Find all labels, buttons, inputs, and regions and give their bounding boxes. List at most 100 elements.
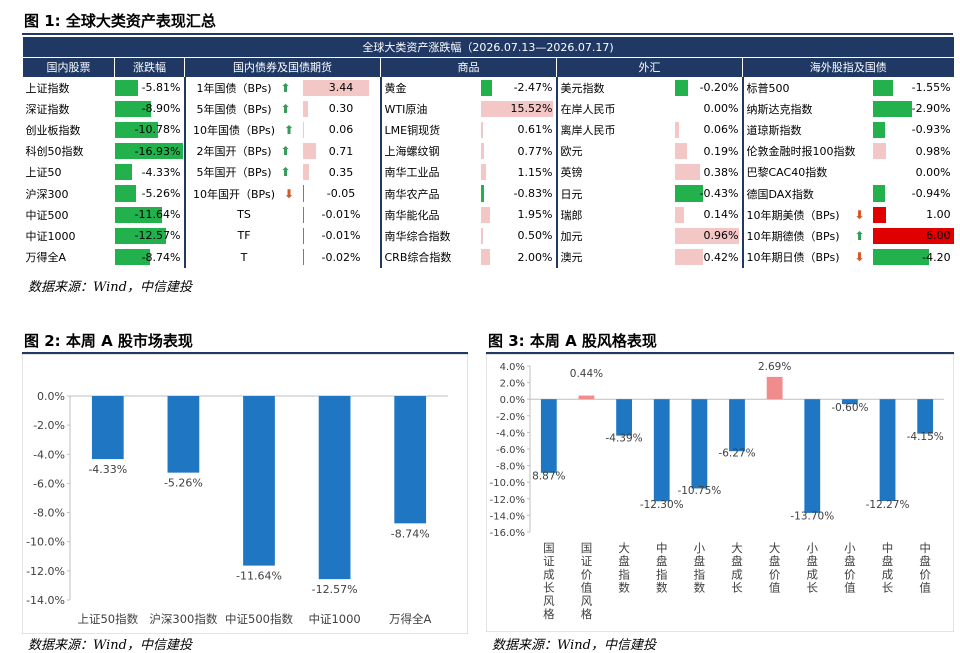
arrow-up-icon: ⬆ <box>283 123 295 137</box>
value-text: 0.30 <box>329 102 354 115</box>
fig1-source: 数据来源：Wind，中信建投 <box>28 276 192 295</box>
arrow-up-icon: ⬆ <box>280 102 292 116</box>
label-text: 道琼斯指数 <box>747 124 802 137</box>
arrow-down-icon: ⬇ <box>283 187 295 201</box>
y-tick-label: 0.0% <box>37 390 65 403</box>
bar <box>616 399 632 435</box>
label-text: 欧元 <box>561 145 583 158</box>
bar-value-label: -12.30% <box>640 499 684 511</box>
label-cell: 美元指数 <box>557 77 675 98</box>
label-text: 南华能化品 <box>385 209 440 222</box>
value-bar <box>303 101 309 117</box>
label-cell: 1年国债（BPs) ⬆ <box>185 77 303 98</box>
value-text: -2.47% <box>514 81 553 94</box>
label-cell: 黄金 <box>381 77 481 98</box>
header-1: 涨跌幅 <box>115 57 185 77</box>
arrow-down-icon: ⬇ <box>854 208 866 222</box>
label-text: 10年国债（BPs) <box>193 124 275 137</box>
value-text: -8.90% <box>142 102 181 115</box>
value-bar <box>675 143 688 159</box>
label-text: 德国DAX指数 <box>747 188 814 201</box>
value-text: -0.43% <box>700 187 739 200</box>
value-bar <box>873 80 894 96</box>
label-text: 5年国开（BPs) <box>196 166 271 179</box>
value-bar <box>675 122 679 138</box>
label-text: 万得全A <box>26 251 67 264</box>
label-cell: 英镑 <box>557 162 675 183</box>
bar <box>541 399 557 473</box>
bar-value-label: -4.33% <box>88 463 127 476</box>
value-bar <box>675 164 700 180</box>
label-cell: TS <box>185 204 303 225</box>
label-text: 创业板指数 <box>26 124 81 137</box>
label-cell: 创业板指数 <box>23 119 115 140</box>
label-text: 南华综合指数 <box>385 230 451 243</box>
label-text: 10年期美债（BPs) <box>747 209 840 222</box>
label-text: 上证50 <box>26 166 62 179</box>
label-cell: 澳元 <box>557 247 675 268</box>
label-cell: 10年国债（BPs) ⬆ <box>185 119 303 140</box>
y-tick-label: -12.0% <box>26 565 65 578</box>
bar-value-label: -13.70% <box>790 511 834 523</box>
value-text: 15.52% <box>511 102 553 115</box>
label-cell: 标普500 <box>743 77 873 98</box>
label-cell: 沪深300 <box>23 183 115 204</box>
x-category-label: 小盘指数 <box>694 541 706 595</box>
label-cell: 10年国开（BPs)⬇ <box>185 183 303 204</box>
y-tick-label: 2.0% <box>500 379 525 390</box>
value-bar <box>675 80 688 96</box>
y-tick-label: -6.0% <box>33 477 65 490</box>
arrow-up-icon: ⬆ <box>280 81 292 95</box>
y-tick-label: -8.0% <box>496 462 525 473</box>
bar-value-label: -5.26% <box>164 477 203 490</box>
value-text: 0.14% <box>704 208 739 221</box>
header-3: 商品 <box>381 57 557 77</box>
label-text: 南华农产品 <box>385 188 440 201</box>
value-text: -4.20 <box>922 251 950 264</box>
label-cell: 上证指数 <box>23 77 115 98</box>
label-text: 加元 <box>561 230 583 243</box>
label-text: 5年国债（BPs) <box>196 103 271 116</box>
fig1-title: 图 1: 全球大类资产表现汇总 <box>24 10 216 31</box>
value-text: -0.93% <box>912 123 951 136</box>
value-text: -4.33% <box>142 166 181 179</box>
label-text: 日元 <box>561 188 583 201</box>
label-cell: 南华农产品 <box>381 183 481 204</box>
value-bar <box>873 249 930 265</box>
label-cell: 德国DAX指数 <box>743 183 873 204</box>
arrow-down-icon: ⬇ <box>854 250 866 264</box>
header-4: 外汇 <box>557 57 743 77</box>
y-tick-label: 4.0% <box>500 362 525 373</box>
label-text: 标普500 <box>747 82 790 95</box>
bar-value-label: -4.15% <box>907 431 944 443</box>
value-bar <box>303 164 310 180</box>
y-tick-label: -6.0% <box>496 445 525 456</box>
bar-value-label: -12.57% <box>312 583 358 596</box>
bar-value-label: 8.87% <box>532 471 565 483</box>
fig1-title-rule <box>22 33 953 35</box>
x-category-label: 小盘价值 <box>844 541 856 595</box>
bar <box>168 396 200 473</box>
y-tick-label: -10.0% <box>490 478 525 489</box>
x-category-label: 中盘价值 <box>919 541 931 595</box>
label-text: 1年国债（BPs) <box>196 82 271 95</box>
label-text: TS <box>237 208 251 221</box>
header-5: 海外股指及国债 <box>743 57 954 77</box>
bar <box>579 396 595 400</box>
value-text: -0.94% <box>912 187 951 200</box>
label-cell: TF <box>185 225 303 246</box>
label-cell: 中证500 <box>23 204 115 225</box>
value-text: 0.42% <box>704 251 739 264</box>
y-tick-label: -4.0% <box>496 428 525 439</box>
label-text: 中证1000 <box>26 230 76 243</box>
label-text: 沪深300 <box>26 188 69 201</box>
value-text: 1.15% <box>518 166 553 179</box>
label-text: 科创50指数 <box>26 145 84 158</box>
label-text: 中证500 <box>26 209 69 222</box>
